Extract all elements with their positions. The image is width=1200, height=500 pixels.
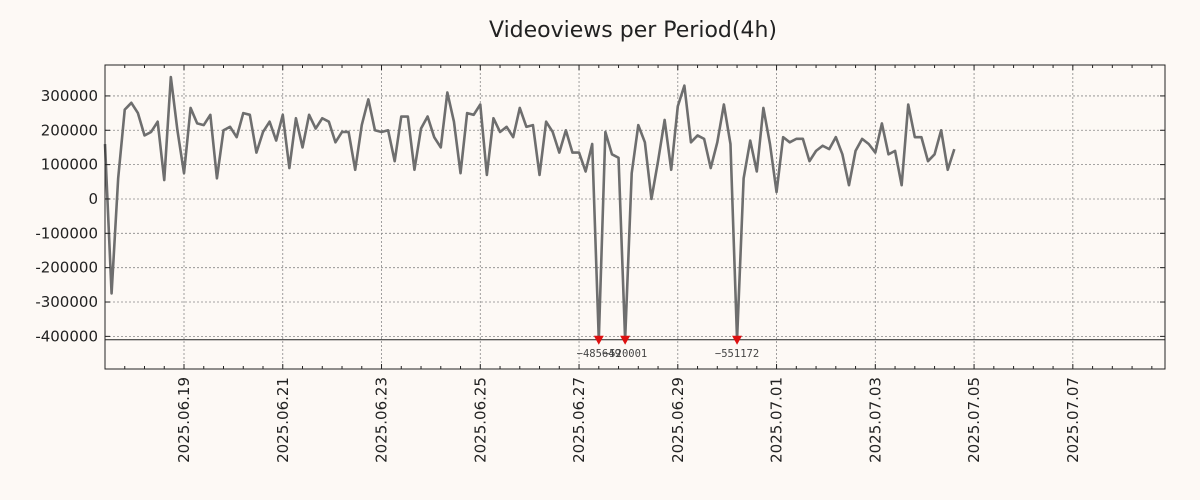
x-tick-label: 2025.07.03 xyxy=(866,377,884,463)
y-tick-label: 300000 xyxy=(41,87,98,105)
series-layer xyxy=(103,75,956,342)
y-tick-label: -200000 xyxy=(35,259,98,277)
clip-marker xyxy=(593,335,604,345)
y-tick-label: -300000 xyxy=(35,293,98,311)
y-tick-label: 0 xyxy=(88,190,98,208)
clip-marker-label: −520001 xyxy=(603,348,647,360)
y-tick-label: 100000 xyxy=(41,156,98,174)
x-tick-label: 2025.07.01 xyxy=(768,377,786,463)
x-tick-label: 2025.06.29 xyxy=(669,377,687,463)
y-tick-label: 200000 xyxy=(41,121,98,139)
grid-layer xyxy=(105,65,1165,369)
x-tick-label: 2025.07.05 xyxy=(965,377,983,463)
marker-layer: −485649−520001 −551172 xyxy=(577,335,759,360)
x-tick-label: 2025.06.27 xyxy=(570,377,588,463)
x-tick-label: 2025.07.07 xyxy=(1064,377,1082,463)
x-tick-label: 2025.06.23 xyxy=(373,377,391,463)
tick-layer: 300000 200000 100000 0 -100000 -200000 -300000… xyxy=(35,65,1165,463)
x-tick-label: 2025.06.19 xyxy=(175,377,193,463)
x-tick-label: 2025.06.21 xyxy=(274,377,292,463)
clip-marker-label: −551172 xyxy=(715,348,759,360)
clip-marker-label: −485649 xyxy=(577,348,621,360)
chart-title: Videoviews per Period(4h) xyxy=(489,18,777,43)
clip-marker xyxy=(732,335,743,345)
plot-frame xyxy=(104,64,1166,370)
clip-marker xyxy=(620,335,631,345)
y-tick-label: -400000 xyxy=(35,327,98,345)
x-tick-label: 2025.06.25 xyxy=(471,377,489,463)
y-tick-label: -100000 xyxy=(35,224,98,242)
series-line xyxy=(103,75,956,342)
